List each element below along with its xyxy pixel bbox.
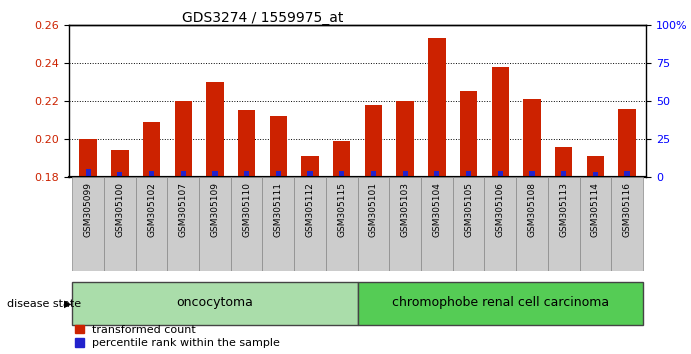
Text: GSM305105: GSM305105 xyxy=(464,182,473,237)
Text: oncocytoma: oncocytoma xyxy=(176,296,254,309)
Bar xyxy=(618,108,636,177)
Bar xyxy=(580,177,612,271)
Bar xyxy=(428,38,446,177)
Legend: transformed count, percentile rank within the sample: transformed count, percentile rank withi… xyxy=(75,325,281,348)
Text: GSM305104: GSM305104 xyxy=(433,182,442,236)
Text: GSM305113: GSM305113 xyxy=(559,182,568,237)
Bar xyxy=(625,171,630,177)
Text: GSM305116: GSM305116 xyxy=(623,182,632,237)
Text: ▶: ▶ xyxy=(64,298,72,309)
Bar xyxy=(244,171,249,177)
Bar xyxy=(86,169,91,177)
Bar xyxy=(548,177,580,271)
FancyBboxPatch shape xyxy=(358,282,643,325)
Bar xyxy=(199,177,231,271)
Bar xyxy=(593,172,598,177)
Bar xyxy=(307,171,312,177)
Bar xyxy=(516,177,548,271)
Text: GSM305106: GSM305106 xyxy=(495,182,504,237)
Text: GSM305114: GSM305114 xyxy=(591,182,600,236)
Bar xyxy=(167,177,199,271)
Bar xyxy=(523,99,540,177)
Bar xyxy=(339,171,344,177)
Bar xyxy=(276,171,281,177)
Bar xyxy=(403,171,408,177)
FancyBboxPatch shape xyxy=(73,282,358,325)
Bar xyxy=(111,150,129,177)
Bar xyxy=(389,177,421,271)
Bar xyxy=(555,147,572,177)
Text: GSM305103: GSM305103 xyxy=(401,182,410,237)
Bar xyxy=(561,171,566,177)
Bar xyxy=(104,177,135,271)
Bar xyxy=(231,177,263,271)
Bar xyxy=(143,122,160,177)
Text: GSM305112: GSM305112 xyxy=(305,182,314,236)
Bar xyxy=(269,116,287,177)
Bar xyxy=(135,177,167,271)
Bar xyxy=(453,177,484,271)
Bar xyxy=(371,171,376,177)
Bar xyxy=(491,67,509,177)
Text: GSM305101: GSM305101 xyxy=(369,182,378,237)
Bar xyxy=(175,101,192,177)
Bar xyxy=(180,171,186,177)
Bar xyxy=(149,171,154,177)
Text: GSM305102: GSM305102 xyxy=(147,182,156,236)
Bar xyxy=(587,156,604,177)
Bar xyxy=(358,177,389,271)
Text: disease state: disease state xyxy=(7,298,81,309)
Bar xyxy=(434,171,439,177)
Text: chromophobe renal cell carcinoma: chromophobe renal cell carcinoma xyxy=(392,296,609,309)
Bar xyxy=(484,177,516,271)
Bar xyxy=(301,156,319,177)
Bar xyxy=(79,139,97,177)
Bar xyxy=(263,177,294,271)
Bar xyxy=(460,91,477,177)
Bar xyxy=(73,177,104,271)
Bar xyxy=(466,171,471,177)
Bar xyxy=(238,110,256,177)
Bar xyxy=(421,177,453,271)
Bar xyxy=(365,105,382,177)
Text: GSM305100: GSM305100 xyxy=(115,182,124,237)
Bar xyxy=(212,171,218,177)
Bar xyxy=(294,177,326,271)
Text: GSM305108: GSM305108 xyxy=(527,182,536,237)
Text: GDS3274 / 1559975_at: GDS3274 / 1559975_at xyxy=(182,11,343,25)
Bar xyxy=(326,177,358,271)
Text: GSM305115: GSM305115 xyxy=(337,182,346,237)
Bar xyxy=(206,82,224,177)
Bar xyxy=(117,172,122,177)
Text: GSM305107: GSM305107 xyxy=(179,182,188,237)
Bar xyxy=(333,141,350,177)
Text: GSM305110: GSM305110 xyxy=(242,182,251,237)
Text: GSM305111: GSM305111 xyxy=(274,182,283,237)
Text: GSM305109: GSM305109 xyxy=(211,182,220,237)
Text: GSM305099: GSM305099 xyxy=(84,182,93,237)
Bar xyxy=(612,177,643,271)
Bar xyxy=(498,171,503,177)
Bar xyxy=(397,101,414,177)
Bar xyxy=(529,171,535,177)
